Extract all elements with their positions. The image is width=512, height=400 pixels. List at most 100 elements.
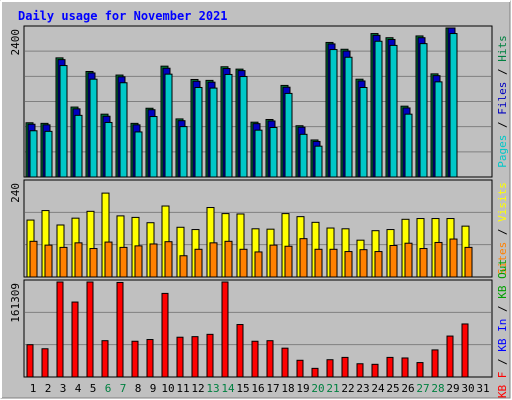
bar-pages xyxy=(284,92,293,178)
ylabel-part: / xyxy=(496,115,509,135)
chart-title: Daily usage for November 2021 xyxy=(18,9,228,23)
bar-pages xyxy=(359,86,368,178)
bar-pages xyxy=(74,114,83,178)
bar-sites xyxy=(224,240,233,278)
day-label: 19 xyxy=(296,382,309,395)
day-label: 25 xyxy=(386,382,399,395)
bar-sites xyxy=(449,238,458,278)
bar-sites xyxy=(314,248,323,278)
bar-sites xyxy=(359,249,368,278)
bar-sites xyxy=(329,248,338,278)
bar-sites xyxy=(389,244,398,278)
day-label: 29 xyxy=(446,382,459,395)
day-label: 31 xyxy=(476,382,489,395)
bar-kb-f xyxy=(296,359,304,378)
panel-ylabel: Sites / Visits xyxy=(496,182,509,275)
day-label: 10 xyxy=(161,382,174,395)
bar-pages xyxy=(224,73,233,178)
bar-kb-f xyxy=(446,335,454,378)
ylabel-part: / xyxy=(496,62,509,82)
bar-sites xyxy=(89,248,98,278)
bar-pages xyxy=(299,133,308,178)
bar-pages xyxy=(119,82,128,178)
bar-pages xyxy=(104,121,113,178)
day-label: 15 xyxy=(236,382,249,395)
bar-kb-f xyxy=(101,340,109,378)
bar-pages xyxy=(59,65,68,178)
bar-sites xyxy=(464,246,473,278)
bar-sites xyxy=(44,244,53,278)
bar-pages xyxy=(344,56,353,178)
bar-sites xyxy=(434,241,443,278)
bar-pages xyxy=(329,49,338,178)
bar-kb-f xyxy=(206,333,214,378)
bar-pages xyxy=(314,145,323,178)
ylabel-part: Pages xyxy=(496,135,509,168)
bar-pages xyxy=(389,44,398,178)
bar-sites xyxy=(404,242,413,278)
ylabel-part: / xyxy=(496,299,509,319)
bar-sites xyxy=(344,251,353,278)
bar-kb-f xyxy=(161,292,169,378)
bar-kb-f xyxy=(356,363,364,378)
bar-kb-f xyxy=(251,340,259,378)
bar-sites xyxy=(134,245,143,278)
bar-pages xyxy=(149,116,158,178)
day-label: 8 xyxy=(135,382,142,395)
ylabel-part: / xyxy=(496,352,509,372)
bar-sites xyxy=(209,242,218,278)
bar-pages xyxy=(434,81,443,178)
bar-pages xyxy=(374,40,383,178)
bar-kb-f xyxy=(341,356,349,378)
ylabel-part: Sites xyxy=(496,242,509,275)
bar-kb-f xyxy=(56,281,64,378)
bar-kb-f xyxy=(266,340,274,378)
bar-pages xyxy=(269,127,278,178)
day-label: 7 xyxy=(120,382,127,395)
bar-kb-f xyxy=(26,344,34,378)
bar-sites xyxy=(374,251,383,278)
bar-kb-f xyxy=(176,336,184,378)
day-label: 13 xyxy=(206,382,219,395)
bar-pages xyxy=(254,129,263,178)
bar-sites xyxy=(104,241,113,278)
day-label: 27 xyxy=(416,382,429,395)
bar-pages xyxy=(209,87,218,178)
bar-kb-f xyxy=(416,362,424,378)
day-label: 3 xyxy=(60,382,67,395)
bar-pages xyxy=(29,130,38,178)
day-label: 4 xyxy=(75,382,82,395)
bar-pages xyxy=(449,33,458,178)
bar-sites xyxy=(299,238,308,278)
bar-kb-f xyxy=(371,363,379,378)
day-label: 16 xyxy=(251,382,264,395)
bar-kb-f xyxy=(431,349,439,378)
bar-sites xyxy=(254,251,263,278)
bar-kb-f xyxy=(221,281,229,378)
bar-pages xyxy=(404,113,413,178)
bar-kb-f xyxy=(116,281,124,378)
bar-sites xyxy=(194,248,203,278)
day-label: 14 xyxy=(221,382,235,395)
bar-kb-f xyxy=(401,357,409,378)
day-label: 6 xyxy=(105,382,112,395)
day-label: 22 xyxy=(341,382,354,395)
bar-sites xyxy=(119,246,128,278)
bar-kb-f xyxy=(146,339,154,378)
day-label: 28 xyxy=(431,382,444,395)
day-label: 12 xyxy=(191,382,204,395)
panel-ylabel: Pages / Files / Hits xyxy=(496,35,509,168)
bar-pages xyxy=(419,43,428,178)
bar-kb-f xyxy=(281,347,289,378)
ylabel-part: KB F xyxy=(496,372,509,399)
bar-sites xyxy=(239,248,248,278)
bar-sites xyxy=(29,240,38,278)
bar-pages xyxy=(239,76,248,178)
bar-sites xyxy=(164,241,173,278)
day-label: 5 xyxy=(90,382,97,395)
day-label: 21 xyxy=(326,382,339,395)
bar-pages xyxy=(164,73,173,178)
day-label: 23 xyxy=(356,382,369,395)
bar-sites xyxy=(179,255,188,278)
ylabel-part: Hits xyxy=(496,35,509,62)
